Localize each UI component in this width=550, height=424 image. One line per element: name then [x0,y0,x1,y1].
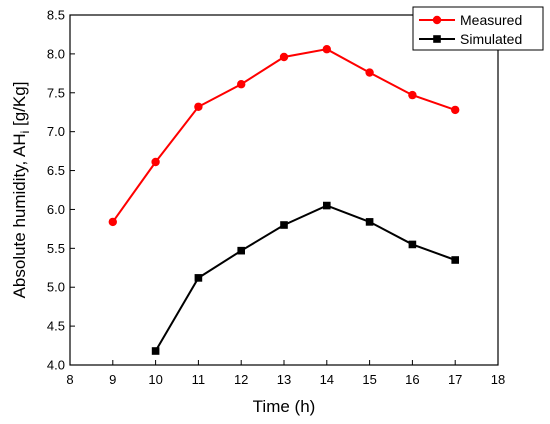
data-point-simulated [151,347,160,355]
data-point-simulated [280,221,288,229]
data-point-simulated [451,256,459,264]
data-point-measured [108,217,118,227]
series-line-measured [111,48,456,223]
legend-marker-simulated [433,35,441,43]
y-axis-ticks: 4.0 4.5 5.0 5.5 6.0 6.5 7.0 7.5 8.0 8.5 [47,8,75,373]
x-tick-label: 11 [192,372,206,387]
legend-label-simulated: Simulated [460,31,522,47]
x-tick-label: 16 [405,372,419,387]
x-axis-ticks: 8 9 10 11 12 13 14 15 16 17 18 [66,360,505,387]
y-axis-title-subscript: i [18,131,32,134]
y-tick-label: 6.5 [47,163,65,178]
data-point-simulated [365,218,374,226]
legend-box [412,6,544,51]
y-tick-label: 7.0 [47,124,65,139]
y-tick-label: 5.0 [47,280,65,295]
series-layer [108,45,460,355]
legend-marker-measured [432,15,442,25]
data-point-simulated [323,201,331,210]
y-tick-label: 4.0 [47,358,65,373]
x-tick-label: 15 [362,372,376,387]
y-axis-title-unit: [g/Kg] [10,82,29,131]
x-tick-label: 8 [66,372,73,387]
y-tick-label: 6.0 [47,202,65,217]
x-tick-label: 13 [277,372,291,387]
y-tick-label: 7.5 [47,85,65,100]
data-point-measured [237,80,246,89]
legend: Measured Simulated [412,6,544,51]
x-tick-label: 10 [148,372,162,387]
legend-label-measured: Measured [460,12,522,28]
x-tick-label: 9 [109,372,116,387]
x-tick-label: 18 [491,372,505,387]
data-point-measured [408,90,417,100]
y-tick-label: 4.5 [47,319,65,334]
data-point-simulated [408,240,417,249]
x-tick-label: 17 [448,372,462,387]
data-point-measured [322,45,331,54]
y-axis-title-main: Absolute humidity, AH [10,133,29,298]
data-point-simulated [237,246,245,255]
plot-frame [69,14,499,366]
x-tick-label: 12 [234,372,248,387]
y-tick-label: 8.5 [47,8,65,23]
x-axis-title: Time (h) [253,397,316,416]
series-line-simulated [154,204,456,352]
x-tick-label: 14 [320,372,334,387]
y-axis-title: Absolute humidity, AHi [g/Kg] [10,82,32,299]
data-point-measured [451,105,460,115]
data-point-measured [151,157,160,167]
data-point-simulated [194,274,203,282]
data-point-measured [279,52,289,62]
data-point-measured [194,102,203,111]
data-point-measured [365,68,374,77]
y-tick-label: 5.5 [47,241,65,256]
y-tick-label: 8.0 [47,46,65,61]
